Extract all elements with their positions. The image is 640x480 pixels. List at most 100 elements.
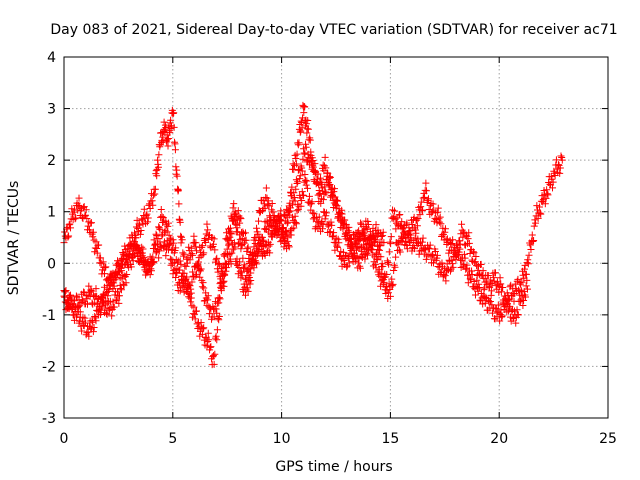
- data-point: [285, 241, 293, 249]
- data-point: [70, 316, 78, 324]
- data-point: [188, 278, 196, 286]
- data-point: [527, 245, 535, 253]
- data-point: [423, 187, 431, 195]
- data-point: [115, 268, 123, 276]
- data-point: [456, 240, 464, 248]
- data-point: [334, 197, 342, 205]
- data-point: [115, 299, 123, 307]
- data-point: [167, 116, 175, 124]
- data-point: [137, 252, 145, 260]
- data-point: [192, 239, 200, 247]
- data-point: [313, 175, 321, 183]
- data-point: [209, 352, 217, 360]
- data-point: [386, 292, 394, 300]
- data-point: [347, 244, 355, 252]
- data-point: [264, 219, 272, 227]
- data-point: [87, 287, 95, 295]
- data-point: [129, 257, 137, 265]
- data-point: [417, 203, 425, 211]
- y-tick-label: 3: [47, 102, 56, 118]
- data-point: [462, 265, 470, 273]
- data-point: [532, 219, 540, 227]
- data-point: [386, 286, 394, 294]
- data-point: [465, 229, 473, 237]
- data-points: [60, 101, 566, 369]
- data-point: [298, 188, 306, 196]
- data-point: [553, 165, 561, 173]
- data-point: [93, 245, 101, 253]
- data-point: [364, 221, 372, 229]
- data-point: [385, 248, 393, 256]
- data-point: [318, 178, 326, 186]
- data-point: [373, 256, 381, 264]
- data-point: [230, 200, 238, 208]
- data-point: [305, 161, 313, 169]
- data-point: [155, 151, 163, 159]
- data-point: [373, 255, 381, 263]
- data-point: [269, 208, 277, 216]
- data-point: [302, 120, 310, 128]
- data-point: [70, 297, 78, 305]
- data-point: [283, 237, 291, 245]
- data-point: [326, 228, 334, 236]
- data-point: [388, 282, 396, 290]
- data-point: [377, 277, 385, 285]
- data-point: [523, 276, 531, 284]
- data-point: [136, 221, 144, 229]
- data-point: [115, 292, 123, 300]
- data-point: [204, 296, 212, 304]
- data-point: [288, 201, 296, 209]
- data-point: [153, 240, 161, 248]
- data-point: [170, 109, 178, 117]
- data-point: [534, 214, 542, 222]
- data-point: [429, 200, 437, 208]
- data-point: [69, 311, 77, 319]
- data-point: [179, 249, 187, 257]
- data-point: [475, 280, 483, 288]
- data-point: [302, 140, 310, 148]
- data-point: [544, 191, 552, 199]
- data-point: [235, 263, 243, 271]
- data-point: [97, 295, 105, 303]
- data-point: [213, 336, 221, 344]
- data-point: [215, 299, 223, 307]
- data-point: [314, 170, 322, 178]
- x-tick-label: 15: [381, 431, 399, 447]
- data-point: [212, 332, 220, 340]
- data-point: [308, 198, 316, 206]
- data-point: [78, 327, 86, 335]
- data-point: [123, 270, 131, 278]
- data-point: [348, 240, 356, 248]
- data-point: [228, 249, 236, 257]
- data-point: [172, 244, 180, 252]
- data-point: [480, 284, 488, 292]
- data-point: [413, 222, 421, 230]
- data-point: [150, 236, 158, 244]
- data-point: [230, 239, 238, 247]
- data-point: [65, 221, 73, 229]
- data-point: [369, 241, 377, 249]
- data-point: [264, 201, 272, 209]
- data-point: [213, 326, 221, 334]
- data-point: [326, 174, 334, 182]
- chart-title: Day 083 of 2021, Sidereal Day-to-day VTE…: [50, 22, 617, 38]
- data-point: [490, 277, 498, 285]
- data-point: [152, 230, 160, 238]
- data-point: [379, 262, 387, 270]
- data-point: [242, 236, 250, 244]
- data-point: [164, 135, 172, 143]
- data-point: [64, 233, 72, 241]
- data-point: [144, 218, 152, 226]
- data-point: [379, 228, 387, 236]
- data-point: [260, 238, 268, 246]
- data-point: [67, 224, 75, 232]
- data-point: [199, 325, 207, 333]
- data-point: [232, 220, 240, 228]
- data-point: [436, 218, 444, 226]
- data-point: [290, 224, 298, 232]
- data-point: [191, 315, 199, 323]
- data-point: [361, 226, 369, 234]
- data-point: [421, 193, 429, 201]
- data-point: [422, 255, 430, 263]
